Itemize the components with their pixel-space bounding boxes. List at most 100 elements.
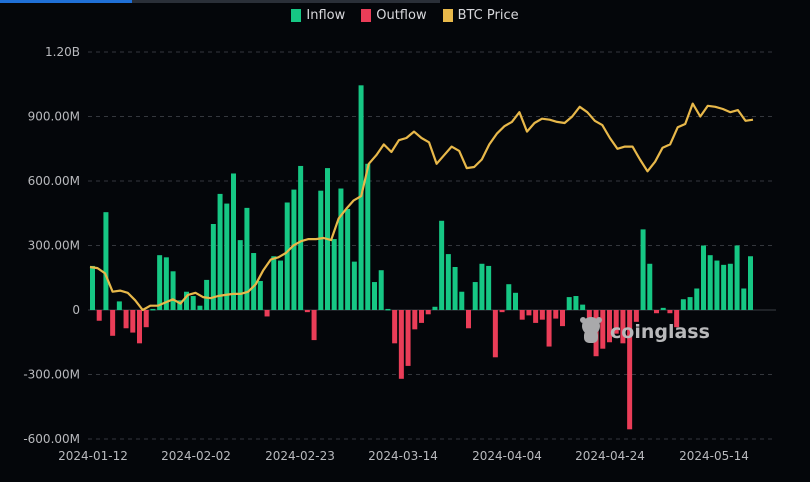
inflow-bar[interactable] <box>163 257 169 310</box>
outflow-bar[interactable] <box>123 310 129 329</box>
inflow-bar[interactable] <box>640 229 646 310</box>
inflow-bar[interactable] <box>707 255 713 310</box>
outflow-bar[interactable] <box>499 310 505 313</box>
inflow-bar[interactable] <box>513 292 518 310</box>
outflow-bar[interactable] <box>633 310 639 322</box>
outflow-bar[interactable] <box>600 310 606 349</box>
outflow-bar[interactable] <box>620 310 626 344</box>
inflow-bar[interactable] <box>358 85 364 310</box>
inflow-bar[interactable] <box>271 256 277 310</box>
inflow-bar[interactable] <box>727 263 733 310</box>
inflow-bar[interactable] <box>251 253 257 310</box>
outflow-bar[interactable] <box>526 310 532 316</box>
inflow-bar[interactable] <box>365 163 371 310</box>
outflow-bar[interactable] <box>304 310 310 313</box>
outflow-bar[interactable] <box>412 310 418 330</box>
inflow-bar[interactable] <box>734 245 740 311</box>
outflow-bar[interactable] <box>264 310 270 317</box>
inflow-bar[interactable] <box>157 255 163 310</box>
inflow-bar[interactable] <box>701 245 706 311</box>
inflow-bar[interactable] <box>506 284 512 310</box>
outflow-bar[interactable] <box>398 310 404 379</box>
inflow-bar[interactable] <box>184 291 189 310</box>
outflow-bar[interactable] <box>546 310 552 347</box>
outflow-bar[interactable] <box>492 310 498 358</box>
outflow-bar[interactable] <box>654 310 659 314</box>
inflow-bar[interactable] <box>217 193 223 310</box>
inflow-bar[interactable] <box>452 267 458 310</box>
inflow-bar[interactable] <box>372 282 377 310</box>
inflow-bar[interactable] <box>210 224 216 310</box>
inflow-bar[interactable] <box>687 297 693 310</box>
inflow-bar[interactable] <box>244 207 250 310</box>
inflow-bar[interactable] <box>748 256 753 310</box>
outflow-bar[interactable] <box>405 310 411 366</box>
inflow-bar[interactable] <box>331 239 337 310</box>
inflow-bar[interactable] <box>479 263 485 310</box>
inflow-bar[interactable] <box>445 254 451 310</box>
outflow-bar[interactable] <box>519 310 525 320</box>
inflow-bar[interactable] <box>177 300 183 310</box>
inflow-bar[interactable] <box>694 288 700 311</box>
inflow-bar[interactable] <box>385 308 391 311</box>
outflow-bar[interactable] <box>560 310 565 327</box>
legend-label: Inflow <box>306 8 346 23</box>
outflow-bar[interactable] <box>627 310 633 430</box>
outflow-bar[interactable] <box>110 310 116 336</box>
inflow-bar[interactable] <box>351 261 357 310</box>
inflow-bar[interactable] <box>660 307 666 310</box>
inflow-bar[interactable] <box>714 260 720 310</box>
inflow-bar[interactable] <box>257 280 263 310</box>
inflow-bar[interactable] <box>224 203 230 310</box>
inflow-bar[interactable] <box>204 279 210 310</box>
inflow-bar[interactable] <box>580 304 586 310</box>
inflow-bar[interactable] <box>338 188 344 310</box>
legend-item-outflow[interactable]: Outflow <box>361 8 427 23</box>
inflow-bar[interactable] <box>231 173 236 310</box>
inflow-bar[interactable] <box>190 296 196 310</box>
outflow-bar[interactable] <box>311 310 317 341</box>
inflow-bar[interactable] <box>566 297 572 310</box>
inflow-bar[interactable] <box>721 264 727 310</box>
inflow-bar[interactable] <box>486 265 492 310</box>
inflow-bar[interactable] <box>197 305 203 310</box>
outflow-bar[interactable] <box>539 310 545 320</box>
outflow-bar[interactable] <box>667 310 673 314</box>
inflow-bar[interactable] <box>291 189 297 310</box>
inflow-bar[interactable] <box>573 296 579 310</box>
outflow-bar[interactable] <box>425 310 431 315</box>
inflow-bar[interactable] <box>472 282 478 310</box>
outflow-bar[interactable] <box>137 310 142 344</box>
outflow-bar[interactable] <box>674 310 680 328</box>
inflow-bar[interactable] <box>459 291 465 310</box>
outflow-bar[interactable] <box>143 310 149 328</box>
inflow-bar[interactable] <box>318 190 324 310</box>
inflow-bar[interactable] <box>278 260 283 310</box>
legend-item-inflow[interactable]: Inflow <box>291 8 345 23</box>
inflow-bar[interactable] <box>298 165 304 310</box>
outflow-bar[interactable] <box>419 310 424 323</box>
inflow-bar[interactable] <box>116 301 122 310</box>
outflow-bar[interactable] <box>607 310 612 343</box>
outflow-bar[interactable] <box>392 310 398 344</box>
inflow-bar[interactable] <box>345 208 351 310</box>
inflow-bar[interactable] <box>432 306 438 310</box>
inflow-bar[interactable] <box>103 212 109 310</box>
inflow-bar[interactable] <box>150 308 156 311</box>
outflow-bar[interactable] <box>130 310 136 333</box>
inflow-bar[interactable] <box>284 202 290 311</box>
inflow-bar[interactable] <box>741 288 747 311</box>
inflow-bar[interactable] <box>680 299 686 310</box>
outflow-bar[interactable] <box>96 310 102 321</box>
inflow-bar[interactable] <box>647 263 653 310</box>
outflow-bar[interactable] <box>613 310 619 334</box>
inflow-bar[interactable] <box>378 270 384 310</box>
inflow-bar[interactable] <box>439 220 445 310</box>
outflow-bar[interactable] <box>553 310 559 319</box>
legend-item-btc-price[interactable]: BTC Price <box>442 8 519 23</box>
outflow-bar[interactable] <box>466 310 471 329</box>
inflow-bar[interactable] <box>237 240 243 310</box>
inflow-bar[interactable] <box>90 265 95 310</box>
inflow-bar[interactable] <box>170 271 176 310</box>
outflow-bar[interactable] <box>533 310 539 323</box>
